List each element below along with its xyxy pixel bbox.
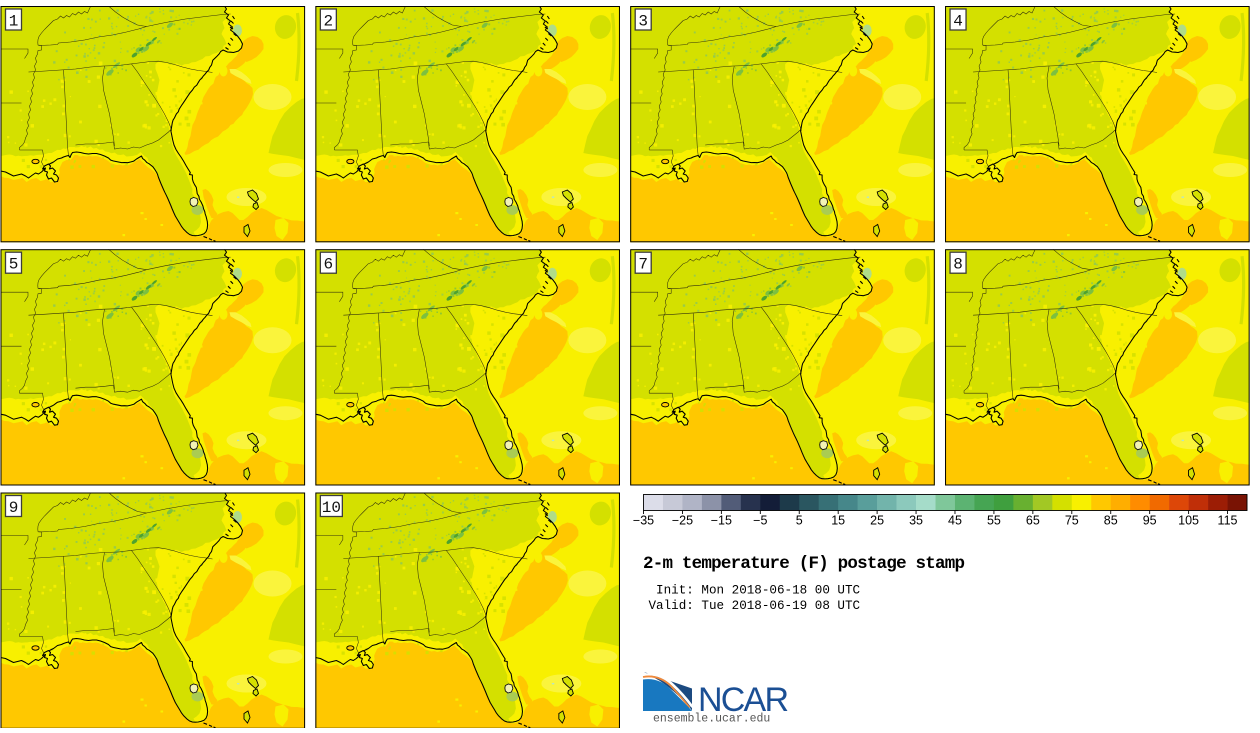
svg-text:105: 105 [1178, 514, 1199, 528]
svg-text:5: 5 [9, 256, 19, 274]
svg-text:Init: Mon 2018-06-18 00 UTC: Init: Mon 2018-06-18 00 UTC [649, 584, 861, 598]
svg-text:Valid: Tue 2018-06-19 08 UTC: Valid: Tue 2018-06-19 08 UTC [649, 599, 861, 613]
svg-text:85: 85 [1104, 514, 1118, 528]
svg-text:45: 45 [948, 514, 962, 528]
svg-text:6: 6 [324, 256, 334, 274]
svg-text:2-m temperature (F) postage st: 2-m temperature (F) postage stamp [643, 554, 965, 574]
svg-text:−15: −15 [711, 514, 732, 528]
svg-text:4: 4 [953, 13, 963, 31]
svg-text:NCAR: NCAR [698, 681, 789, 719]
svg-text:35: 35 [909, 514, 923, 528]
svg-text:−25: −25 [672, 514, 693, 528]
svg-text:3: 3 [638, 13, 648, 31]
svg-text:25: 25 [870, 514, 884, 528]
svg-text:115: 115 [1218, 514, 1238, 528]
svg-text:55: 55 [987, 514, 1001, 528]
svg-text:1: 1 [9, 13, 19, 31]
svg-text:7: 7 [638, 256, 648, 274]
svg-text:ensemble.ucar.edu: ensemble.ucar.edu [653, 713, 770, 726]
svg-text:65: 65 [1026, 514, 1040, 528]
svg-text:9: 9 [9, 499, 19, 517]
svg-text:95: 95 [1143, 514, 1157, 528]
svg-text:5: 5 [796, 514, 803, 528]
svg-text:75: 75 [1065, 514, 1079, 528]
svg-text:2: 2 [324, 13, 334, 31]
svg-text:−5: −5 [753, 514, 767, 528]
svg-text:10: 10 [322, 499, 341, 517]
svg-text:8: 8 [953, 256, 963, 274]
svg-text:−35: −35 [633, 514, 654, 528]
svg-text:15: 15 [831, 514, 845, 528]
